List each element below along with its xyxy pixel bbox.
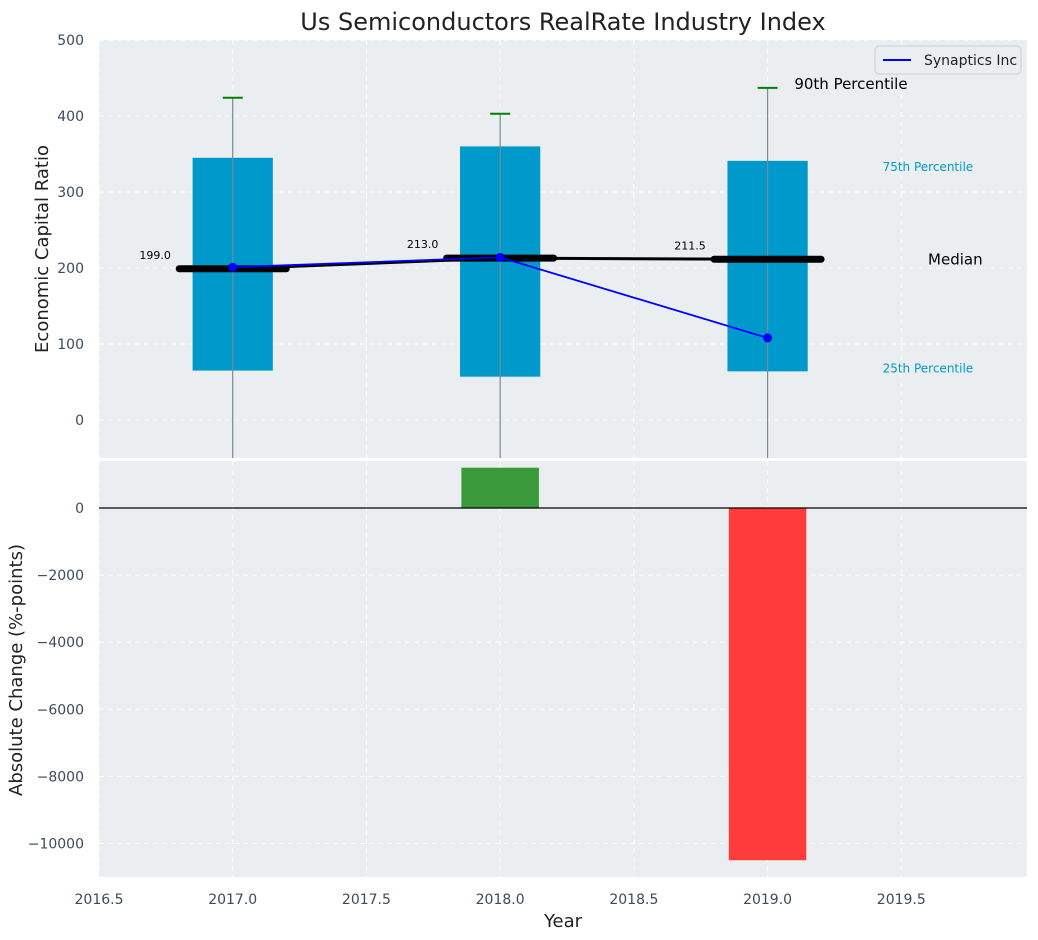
x-tick-4: 2018.5 — [609, 892, 658, 908]
annotation-p75: 75th Percentile — [883, 160, 974, 174]
top-y-tick-2: 200 — [57, 261, 84, 277]
annotation-p90: 90th Percentile — [794, 75, 907, 93]
median-label-1: 213.0 — [407, 238, 439, 251]
bottom-y-tick-5: −10000 — [28, 836, 84, 852]
bottom-y-tick-1: −2000 — [37, 568, 84, 584]
percentile-annotations: 90th Percentile 75th Percentile Median 25th… — [794, 75, 982, 375]
series-point-1 — [495, 252, 505, 262]
series-point-0 — [228, 262, 238, 272]
top-y-ticks: 0 100 200 300 400 500 — [57, 33, 84, 429]
x-tick-0: 2016.5 — [75, 892, 124, 908]
change-bar-0 — [461, 467, 539, 508]
chart-title: Us Semiconductors RealRate Industry Inde… — [300, 8, 825, 36]
bottom-y-tick-3: −6000 — [37, 702, 84, 718]
x-axis-label: Year — [543, 911, 583, 932]
x-tick-1: 2017.0 — [208, 892, 257, 908]
bottom-y-tick-2: −4000 — [37, 635, 84, 651]
legend-box — [874, 45, 1022, 75]
boxes — [192, 86, 808, 458]
bottom-y-tick-0: 0 — [75, 501, 84, 517]
bottom-panel: 0 −2000 −4000 −6000 −8000 −10000 2016.5 2017.0… — [6, 461, 1027, 932]
top-y-tick-0: 0 — [75, 413, 84, 429]
legend[interactable]: Synaptics Inc — [874, 45, 1022, 75]
top-y-tick-3: 300 — [57, 185, 84, 201]
bottom-grid — [98, 461, 1027, 877]
series-synaptics — [228, 252, 773, 343]
median-label-0: 199.0 — [139, 249, 171, 262]
x-tick-3: 2018.0 — [476, 892, 525, 908]
x-tick-6: 2019.5 — [877, 892, 926, 908]
annotation-p25: 25th Percentile — [883, 361, 974, 375]
change-bars — [99, 467, 1027, 861]
bottom-plot-background — [99, 461, 1027, 877]
top-y-tick-4: 400 — [57, 109, 84, 125]
x-tick-2: 2017.5 — [342, 892, 391, 908]
change-bar-1 — [728, 507, 807, 861]
bottom-y-tick-4: −8000 — [37, 769, 84, 785]
top-y-tick-1: 100 — [57, 337, 84, 353]
x-tick-5: 2019.0 — [743, 892, 792, 908]
top-y-axis-label: Economic Capital Ratio — [32, 145, 53, 353]
bottom-y-ticks: 0 −2000 −4000 −6000 −8000 −10000 — [28, 501, 84, 852]
top-panel: 0 100 200 300 400 500 199.0 213.0 211.5 90th Pe… — [32, 33, 1027, 458]
x-ticks: 2016.5 2017.0 2017.5 2018.0 2018.5 2019.0 2019… — [75, 892, 926, 908]
annotation-median: Median — [928, 250, 983, 268]
series-point-2 — [763, 333, 773, 343]
bottom-y-axis-label: Absolute Change (%-points) — [6, 544, 27, 796]
legend-label-synaptics: Synaptics Inc — [924, 53, 1017, 69]
top-y-tick-5: 500 — [57, 33, 84, 49]
median-label-2: 211.5 — [674, 239, 706, 252]
